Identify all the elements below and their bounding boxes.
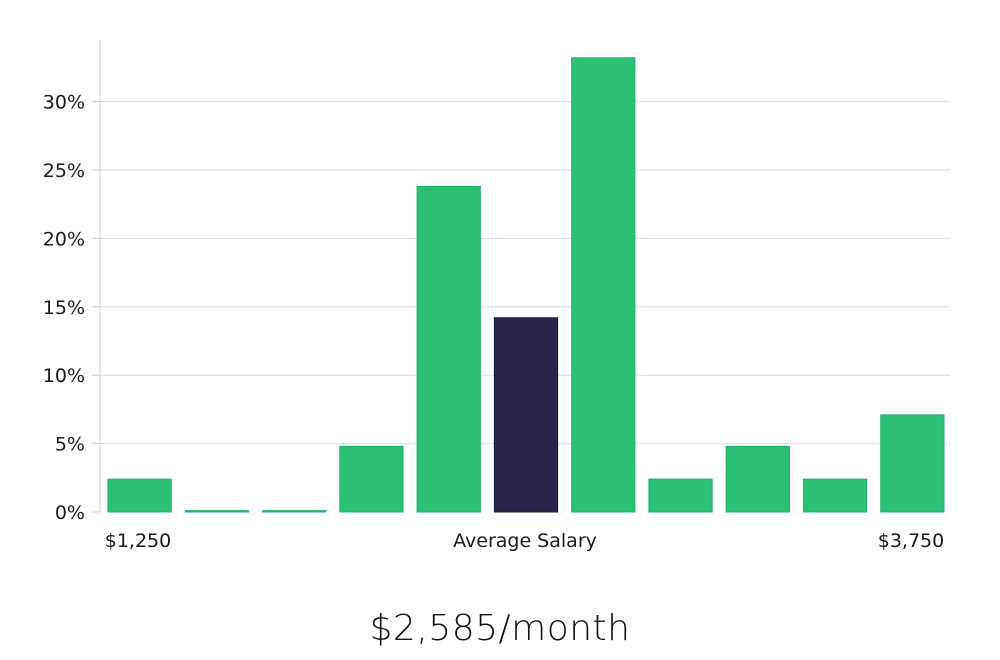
salary-histogram: 0% 5% 10% 15% 20% 25% 30% $1,250 Average Salar… [43, 40, 950, 552]
y-tick-label: 30% [43, 92, 85, 114]
bar [262, 510, 327, 513]
bar [571, 57, 636, 513]
bar [725, 445, 790, 513]
bar [880, 414, 945, 513]
bar-highlight [493, 317, 559, 513]
x-label-center: Average Salary [453, 530, 597, 552]
y-tick-label: 10% [43, 365, 85, 387]
x-label-min: $1,250 [105, 530, 171, 552]
bar [184, 510, 250, 513]
x-label-max: $3,750 [878, 530, 944, 552]
bar [107, 478, 172, 513]
bar [416, 185, 481, 513]
y-tick-label: 20% [43, 228, 85, 250]
bar [648, 478, 713, 513]
y-tick-label: 25% [43, 160, 85, 182]
y-tick-label: 0% [55, 502, 85, 524]
y-tick-label: 15% [43, 297, 85, 319]
y-tick-labels: 0% 5% 10% 15% 20% 25% 30% [43, 92, 85, 524]
bar [802, 478, 868, 513]
average-salary-headline: $2,585/month [369, 608, 631, 649]
x-labels: $1,250 Average Salary $3,750 [105, 530, 944, 552]
y-tick-label: 5% [55, 434, 85, 456]
gridlines [100, 101, 950, 445]
axes [92, 40, 101, 513]
bars [107, 57, 945, 513]
bar [339, 445, 404, 513]
